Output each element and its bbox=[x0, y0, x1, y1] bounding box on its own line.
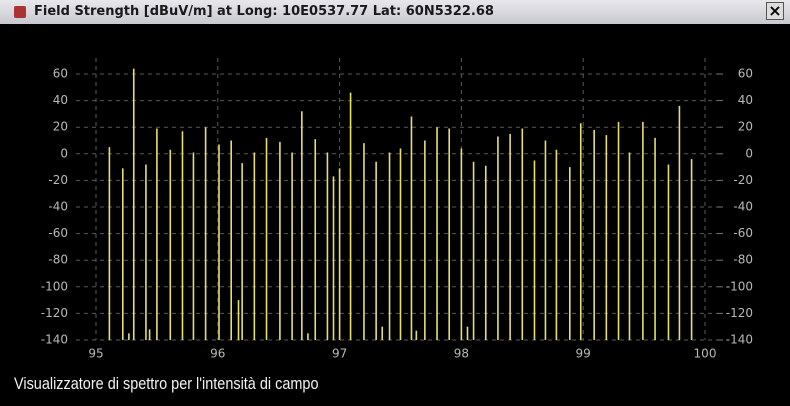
y2-tick-label: -60 bbox=[733, 226, 753, 240]
x-tick-label: 100 bbox=[694, 347, 717, 361]
y2-tick-label: 20 bbox=[738, 120, 753, 134]
y2-tick-label: -80 bbox=[733, 253, 753, 267]
caption: Visualizzatore di spettro per l'intensit… bbox=[14, 374, 319, 393]
y2-tick-label: 40 bbox=[738, 93, 753, 107]
y-tick-label: -60 bbox=[48, 226, 68, 240]
y2-tick-label: -20 bbox=[733, 173, 753, 187]
y2-tick-label: 0 bbox=[745, 146, 753, 160]
chart: 60 40 20 0 -20 -40 -60 -80 -100 -120 -140 60 40 20 0 -2… bbox=[41, 58, 753, 361]
y-tick-label: 40 bbox=[53, 93, 68, 107]
y-tick-label: -40 bbox=[48, 200, 68, 214]
y2-tick-label: -100 bbox=[726, 279, 753, 293]
x-tick-label: 96 bbox=[210, 347, 225, 361]
y-tick-label: -100 bbox=[41, 279, 68, 293]
window-icon bbox=[14, 6, 26, 18]
title-bar: Field Strength [dBuV/m] at Long: 10E0537… bbox=[0, 0, 790, 24]
x-tick-label: 97 bbox=[332, 347, 347, 361]
y-tick-label: -120 bbox=[41, 306, 68, 320]
y2-tick-label: -120 bbox=[726, 306, 753, 320]
y-tick-label: 0 bbox=[60, 146, 68, 160]
x-tick-label: 99 bbox=[576, 347, 591, 361]
y2-tick-label: 60 bbox=[738, 67, 753, 81]
y-tick-label: -20 bbox=[48, 173, 68, 187]
y-tick-label: 60 bbox=[53, 67, 68, 81]
x-tick-label: 98 bbox=[454, 347, 469, 361]
y2-tick-label: -40 bbox=[733, 200, 753, 214]
x-tick-label: 95 bbox=[88, 347, 103, 361]
close-button[interactable]: × bbox=[766, 2, 784, 20]
y-tick-label: -140 bbox=[41, 333, 68, 347]
y-tick-label: 20 bbox=[53, 120, 68, 134]
y-tick-label: -80 bbox=[48, 253, 68, 267]
y2-tick-label: -140 bbox=[726, 333, 753, 347]
window-title: Field Strength [dBuV/m] at Long: 10E0537… bbox=[34, 4, 494, 19]
